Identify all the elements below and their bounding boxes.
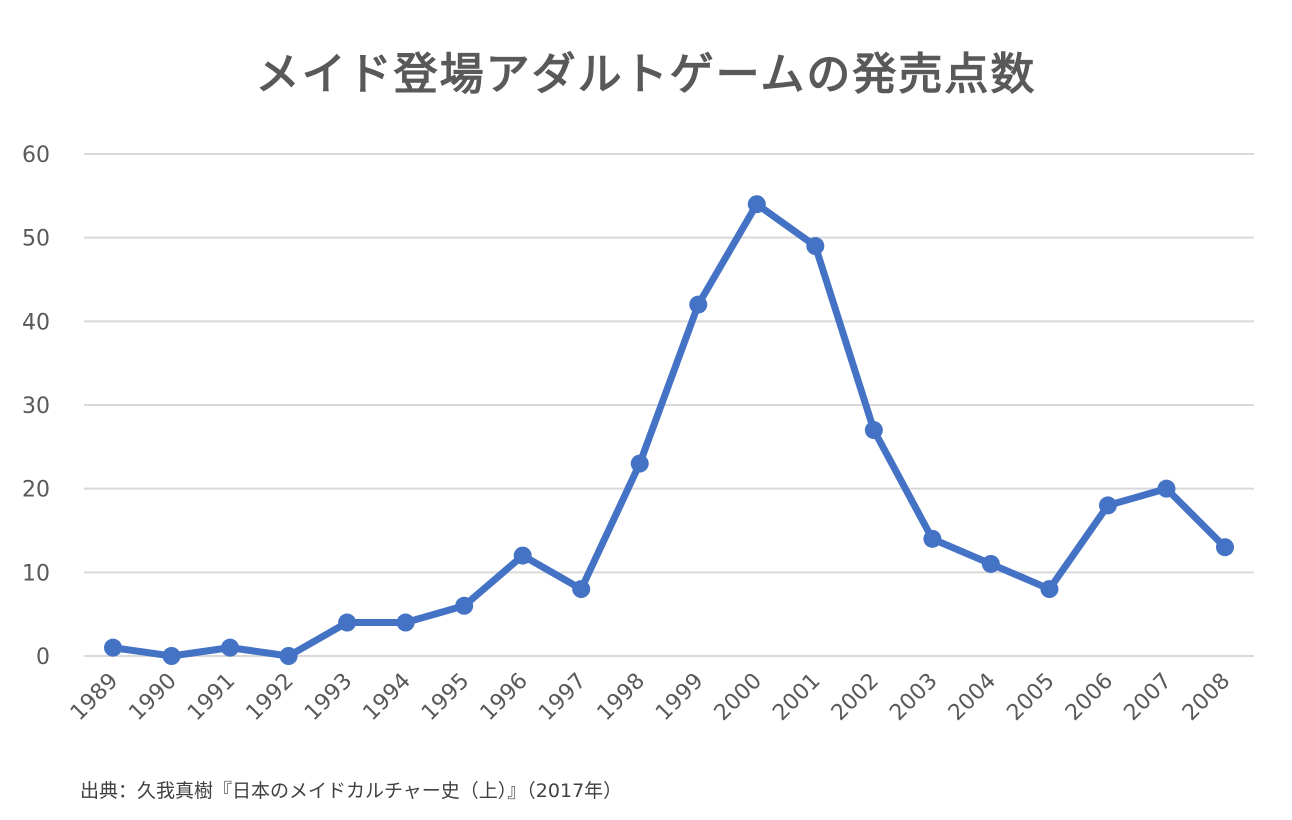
data-point: [1098, 496, 1117, 515]
y-tick-label: 40: [22, 310, 50, 335]
x-tick-label: 1998: [593, 669, 650, 726]
x-tick-label: 2003: [885, 669, 942, 726]
x-axis-ticks: 1989 1990 1991 1992 1993 1994 1995 1996 1997 1998…: [66, 669, 1235, 726]
series-line-layer: [109, 200, 1229, 660]
data-point: [162, 647, 181, 665]
x-tick-label: 1989: [66, 669, 123, 726]
data-point: [455, 596, 474, 615]
x-tick-label: 1996: [476, 669, 533, 726]
data-point: [689, 295, 708, 314]
data-point: [513, 546, 532, 565]
gridlines: [84, 153, 1254, 657]
x-tick-label: 2005: [1002, 669, 1059, 726]
x-tick-label: 1995: [417, 669, 474, 726]
source-note: 出典：久我真樹『日本のメイドカルチャー史（上）』（2017年）: [80, 780, 623, 802]
x-tick-label: 1991: [183, 669, 240, 726]
data-point: [747, 195, 766, 214]
x-tick-label: 1994: [359, 669, 416, 726]
x-tick-label: 2002: [827, 669, 884, 726]
data-point: [1216, 538, 1234, 557]
data-point: [104, 638, 122, 657]
x-tick-label: 2008: [1178, 669, 1235, 726]
data-point: [981, 554, 1000, 573]
data-point: [806, 237, 825, 256]
x-tick-label: 2006: [1061, 669, 1118, 726]
y-tick-label: 0: [36, 645, 50, 670]
x-tick-label: 2004: [944, 669, 1001, 726]
y-tick-label: 10: [22, 561, 50, 586]
series-line: [109, 200, 1229, 660]
data-point: [1157, 479, 1176, 498]
data-point: [396, 613, 415, 632]
y-tick-label: 20: [22, 478, 50, 503]
x-tick-label: 2007: [1119, 669, 1176, 726]
x-tick-label: 2001: [768, 669, 825, 726]
data-point: [279, 647, 298, 665]
data-point: [1040, 580, 1059, 599]
data-point: [338, 613, 357, 632]
data-point: [923, 529, 942, 548]
data-point: [221, 638, 240, 657]
y-tick-label: 60: [22, 143, 50, 168]
y-tick-label: 30: [22, 394, 50, 419]
x-tick-label: 1997: [534, 669, 591, 726]
data-point: [630, 454, 649, 473]
y-axis-ticks: 0 10 20 30 40 50 60: [22, 143, 50, 670]
series-points: [104, 195, 1234, 665]
x-tick-label: 1990: [124, 669, 181, 726]
data-point: [864, 421, 883, 440]
y-tick-label: 50: [22, 227, 50, 252]
x-tick-label: 1992: [242, 669, 299, 726]
x-tick-label: 2000: [710, 669, 767, 726]
chart-title: メイド登場アダルトゲームの発売点数: [255, 49, 1037, 100]
x-tick-label: 1993: [300, 669, 357, 726]
x-tick-label: 1999: [651, 669, 708, 726]
data-point: [572, 580, 591, 599]
